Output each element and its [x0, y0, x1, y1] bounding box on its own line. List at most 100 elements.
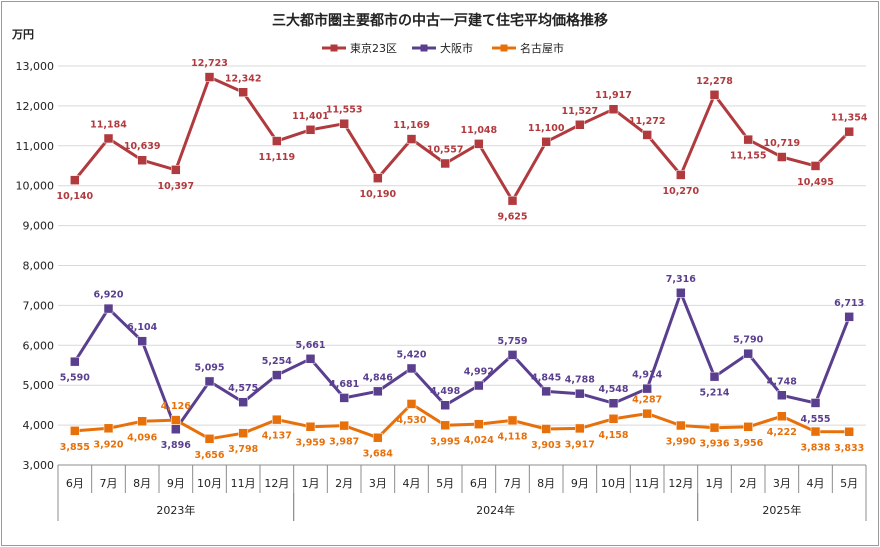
data-point-marker: [810, 161, 821, 171]
data-label: 3,936: [699, 439, 729, 450]
data-point-marker: [507, 350, 518, 360]
data-point-marker: [844, 427, 854, 437]
data-label: 10,190: [359, 189, 396, 200]
data-point-marker: [709, 90, 720, 100]
legend-swatch-marker: [330, 44, 338, 52]
data-point-marker: [743, 422, 753, 432]
x-tick-label: 5月: [840, 477, 858, 490]
y-axis-unit-label: 万円: [11, 28, 34, 41]
x-tick-label: 12月: [668, 477, 693, 490]
data-point-marker: [844, 126, 854, 137]
data-point-marker: [339, 393, 349, 403]
data-point-marker: [272, 370, 282, 380]
data-label: 7,316: [666, 274, 696, 285]
y-tick-label: 7,000: [23, 299, 55, 312]
data-point-marker: [238, 397, 248, 407]
x-tick-label: 1月: [706, 477, 724, 490]
data-label: 4,158: [598, 430, 628, 441]
x-tick-label: 6月: [66, 477, 84, 490]
data-point-marker: [507, 415, 518, 426]
year-group-label: 2023年: [156, 503, 195, 517]
data-labels: 10,140 11,184 10,639 10,397 12,723 12,342 11,1…: [56, 58, 867, 461]
y-tick-label: 9,000: [23, 220, 55, 233]
data-point-marker: [339, 118, 349, 129]
legend-label: 大阪市: [440, 41, 473, 55]
data-label: 6,104: [127, 322, 157, 333]
data-point-marker: [743, 348, 753, 359]
legend-label: 名古屋市: [520, 41, 564, 55]
data-label: 3,656: [194, 450, 224, 461]
data-label: 3,838: [800, 443, 830, 454]
data-point-marker: [642, 383, 652, 394]
y-tick-label: 5,000: [23, 379, 55, 392]
data-point-marker: [406, 399, 417, 409]
data-point-marker: [204, 434, 215, 444]
legend-label: 東京23区: [350, 41, 397, 55]
data-label: 4,530: [396, 415, 426, 426]
x-tick-label: 7月: [100, 477, 118, 490]
data-label: 11,119: [258, 152, 295, 163]
data-point-marker: [642, 130, 652, 140]
data-point-marker: [373, 173, 383, 183]
data-label: 6,920: [93, 290, 123, 301]
data-point-marker: [440, 400, 450, 410]
y-tick-label: 3,000: [23, 459, 55, 472]
data-label: 11,184: [90, 119, 127, 130]
data-label: 11,527: [561, 106, 598, 117]
data-point-marker: [305, 354, 316, 364]
data-point-marker: [171, 424, 181, 434]
data-label: 11,401: [292, 111, 329, 122]
data-label: 5,759: [497, 336, 527, 347]
series-line-2: [74, 402, 850, 441]
data-label: 3,798: [228, 444, 258, 455]
year-group-label: 2024年: [476, 503, 515, 517]
data-label: 4,118: [497, 431, 527, 442]
x-tick-label: 8月: [537, 477, 555, 490]
data-label: 10,639: [124, 141, 161, 152]
data-point-marker: [406, 363, 417, 374]
data-point-marker: [810, 426, 821, 437]
data-point-marker: [743, 134, 753, 145]
data-label: 4,846: [363, 372, 393, 383]
x-tick-label: 4月: [403, 477, 421, 490]
x-tick-label: 6月: [470, 477, 488, 490]
x-tick-label: 7月: [504, 477, 522, 490]
data-point-marker: [608, 414, 619, 424]
data-label: 11,100: [528, 123, 565, 134]
series-line-1: [73, 291, 851, 431]
data-label: 4,498: [430, 386, 460, 397]
data-label: 10,140: [56, 191, 93, 202]
y-tick-label: 8,000: [23, 260, 55, 273]
data-point-marker: [676, 420, 686, 431]
data-point-marker: [676, 288, 686, 298]
data-point-marker: [575, 388, 585, 399]
data-point-marker: [70, 175, 80, 185]
data-point-marker: [137, 416, 147, 427]
data-point-marker: [676, 170, 686, 180]
data-label: 4,681: [329, 379, 359, 390]
data-label: 11,169: [393, 120, 430, 131]
data-label: 4,096: [127, 432, 157, 443]
x-tick-label: 11月: [635, 477, 660, 490]
data-point-marker: [709, 422, 720, 433]
data-label: 4,137: [262, 431, 292, 442]
data-point-marker: [204, 376, 215, 387]
data-point-marker: [541, 137, 551, 147]
x-tick-label: 4月: [807, 477, 825, 490]
y-tick-label: 13,000: [16, 60, 55, 73]
x-tick-label: 2月: [739, 477, 757, 490]
y-tick-label: 11,000: [16, 140, 55, 153]
series-lines: [73, 75, 851, 441]
data-label: 4,992: [464, 367, 494, 378]
x-tick-label: 12月: [264, 477, 289, 490]
data-point-marker: [272, 136, 282, 146]
data-point-marker: [171, 165, 181, 175]
data-label: 4,748: [767, 376, 797, 387]
data-point-marker: [575, 120, 585, 130]
x-tick-label: 5月: [436, 477, 454, 490]
data-label: 3,990: [666, 436, 696, 447]
data-label: 5,590: [60, 373, 90, 384]
data-label: 3,987: [329, 437, 359, 448]
data-label: 3,920: [93, 439, 123, 450]
data-point-marker: [541, 386, 551, 397]
